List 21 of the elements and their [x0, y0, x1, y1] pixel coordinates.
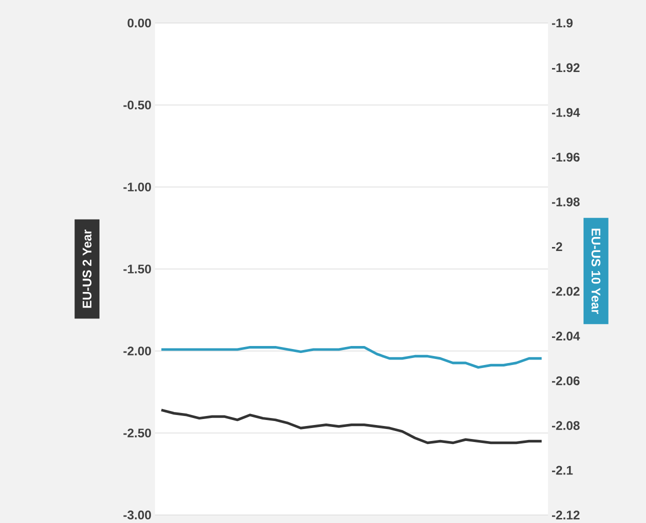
- y2-tick-label: -2.02: [552, 286, 580, 296]
- y2-tick-label: -2.08: [552, 421, 580, 430]
- y-axis-title: EU-US 2 Year: [82, 230, 92, 308]
- y2-tick-label: -1.98: [552, 197, 580, 206]
- y2-tick-label: -1.92: [552, 63, 580, 72]
- y2-tick-label: -2.12: [552, 510, 580, 520]
- y2-tick-label: -1.9: [552, 18, 573, 28]
- y-tick-label: -3.00: [123, 510, 151, 520]
- y2-tick-label: -2: [552, 242, 562, 251]
- y-tick-label: -1.50: [123, 264, 151, 274]
- y-tick-label: -0.50: [123, 100, 151, 110]
- y-tick-label: 0.00: [128, 18, 151, 28]
- y2-tick-label: -2.1: [552, 466, 573, 475]
- y-tick-label: -2.50: [123, 428, 151, 438]
- y2-tick-label: -2.06: [552, 376, 580, 386]
- y2-tick-label: -1.96: [552, 152, 580, 162]
- y2-tick-label: -2.04: [552, 332, 580, 341]
- y-tick-label: -1.00: [123, 182, 151, 192]
- y2-tick-label: -1.94: [552, 108, 580, 117]
- y-tick-label: -2.00: [123, 346, 151, 356]
- y2-axis-title: EU-US 10 Year: [592, 228, 600, 314]
